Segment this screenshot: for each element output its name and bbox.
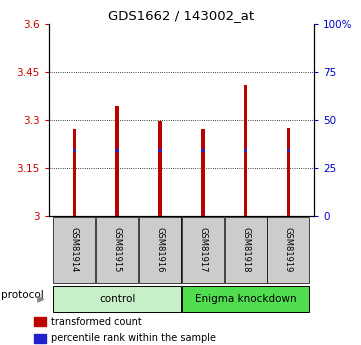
Bar xyxy=(139,217,181,283)
Text: control: control xyxy=(99,294,135,304)
Bar xyxy=(73,129,76,216)
Bar xyxy=(158,120,162,216)
Bar xyxy=(244,86,247,216)
Bar xyxy=(201,149,205,152)
Bar xyxy=(182,217,224,283)
Bar xyxy=(96,217,138,283)
Bar xyxy=(287,149,290,152)
Bar xyxy=(34,317,46,326)
Text: protocol: protocol xyxy=(1,290,44,300)
Bar xyxy=(182,286,309,313)
Text: GSM81916: GSM81916 xyxy=(156,227,165,273)
Bar xyxy=(53,286,181,313)
Bar xyxy=(287,128,290,216)
Text: GSM81917: GSM81917 xyxy=(198,227,207,273)
Bar xyxy=(116,106,119,216)
Bar xyxy=(116,149,119,152)
Bar xyxy=(34,334,46,343)
Bar xyxy=(201,129,205,216)
Text: transformed count: transformed count xyxy=(51,317,142,327)
Bar xyxy=(73,149,76,152)
Bar xyxy=(225,217,266,283)
Bar xyxy=(268,217,309,283)
Text: GSM81914: GSM81914 xyxy=(70,227,79,273)
Bar xyxy=(158,149,162,152)
Text: Enigma knockdown: Enigma knockdown xyxy=(195,294,296,304)
Bar xyxy=(53,217,95,283)
Bar xyxy=(244,149,247,152)
Title: GDS1662 / 143002_at: GDS1662 / 143002_at xyxy=(108,9,255,22)
Text: GSM81918: GSM81918 xyxy=(241,227,250,273)
Text: GSM81919: GSM81919 xyxy=(284,227,293,273)
Text: GSM81915: GSM81915 xyxy=(113,227,122,273)
Text: percentile rank within the sample: percentile rank within the sample xyxy=(51,334,216,344)
